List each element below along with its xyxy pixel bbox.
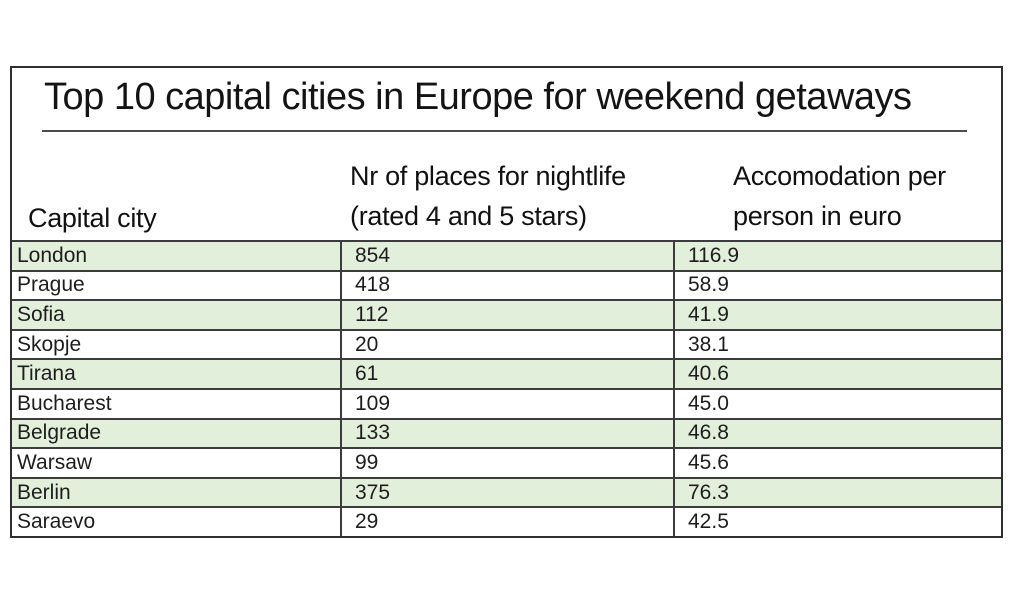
table-row: Prague 418 58.9 (12, 269, 1001, 300)
nightlife-places-cell: 854 (340, 242, 673, 270)
table-body: London 854 116.9 Prague 418 58.9 Sofia 1… (12, 240, 1001, 536)
column-header-capital-city: Capital city (28, 203, 157, 233)
column-header-nightlife-line2: (rated 4 and 5 stars) (350, 201, 587, 231)
capital-city-cell: Prague (17, 273, 85, 297)
nightlife-places-cell: 20 (340, 330, 673, 359)
capital-city-cell: Sofia (17, 302, 65, 326)
nightlife-places-cell: 99 (340, 449, 673, 477)
table-row: Saraevo 29 42.5 (12, 506, 1001, 536)
column-header-accommodation: Accomodation per person in euro (733, 156, 946, 236)
capital-city-cell: Berlin (17, 480, 71, 504)
title-underline (42, 130, 967, 132)
accommodation-price-cell: 116.9 (673, 242, 1001, 270)
column-header-accommodation-line1: Accomodation per (733, 161, 946, 191)
capital-city-cell: Warsaw (17, 450, 93, 474)
capital-city-cell: Skopje (17, 332, 82, 356)
accommodation-price-cell: 46.8 (673, 419, 1001, 448)
table-row: Skopje 20 38.1 (12, 328, 1001, 359)
nightlife-places-cell: 133 (340, 419, 673, 448)
table-row: Berlin 375 76.3 (12, 476, 1001, 507)
nightlife-places-cell: 112 (340, 301, 673, 329)
accommodation-price-cell: 45.0 (673, 389, 1001, 418)
nightlife-places-cell: 418 (340, 271, 673, 300)
accommodation-price-cell: 76.3 (673, 478, 1001, 507)
accommodation-price-cell: 40.6 (673, 360, 1001, 388)
nightlife-places-cell: 375 (340, 478, 673, 507)
table-row: Bucharest 109 45.0 (12, 387, 1001, 418)
capital-city-cell: Tirana (17, 362, 76, 386)
nightlife-places-cell: 61 (340, 360, 673, 388)
accommodation-price-cell: 38.1 (673, 330, 1001, 359)
accommodation-price-cell: 45.6 (673, 449, 1001, 477)
table-row: Belgrade 133 46.8 (12, 417, 1001, 448)
capital-city-cell: Bucharest (17, 391, 112, 415)
nightlife-places-cell: 109 (340, 389, 673, 418)
capital-city-cell: London (17, 243, 88, 267)
capital-city-cell: Saraevo (17, 510, 96, 534)
table-row: Tirana 61 40.6 (12, 358, 1001, 388)
table-row: London 854 116.9 (12, 240, 1001, 270)
table-frame: Top 10 capital cities in Europe for week… (10, 66, 1003, 538)
nightlife-places-cell: 29 (340, 508, 673, 536)
accommodation-price-cell: 41.9 (673, 301, 1001, 329)
accommodation-price-cell: 58.9 (673, 271, 1001, 300)
column-header-nightlife: Nr of places for nightlife (rated 4 and … (350, 156, 626, 236)
column-header-accommodation-line2: person in euro (733, 201, 902, 231)
table-row: Sofia 112 41.9 (12, 299, 1001, 329)
capital-city-cell: Belgrade (17, 421, 102, 445)
page-title: Top 10 capital cities in Europe for week… (44, 76, 912, 118)
table-row: Warsaw 99 45.6 (12, 447, 1001, 477)
accommodation-price-cell: 42.5 (673, 508, 1001, 536)
column-header-nightlife-line1: Nr of places for nightlife (350, 161, 626, 191)
